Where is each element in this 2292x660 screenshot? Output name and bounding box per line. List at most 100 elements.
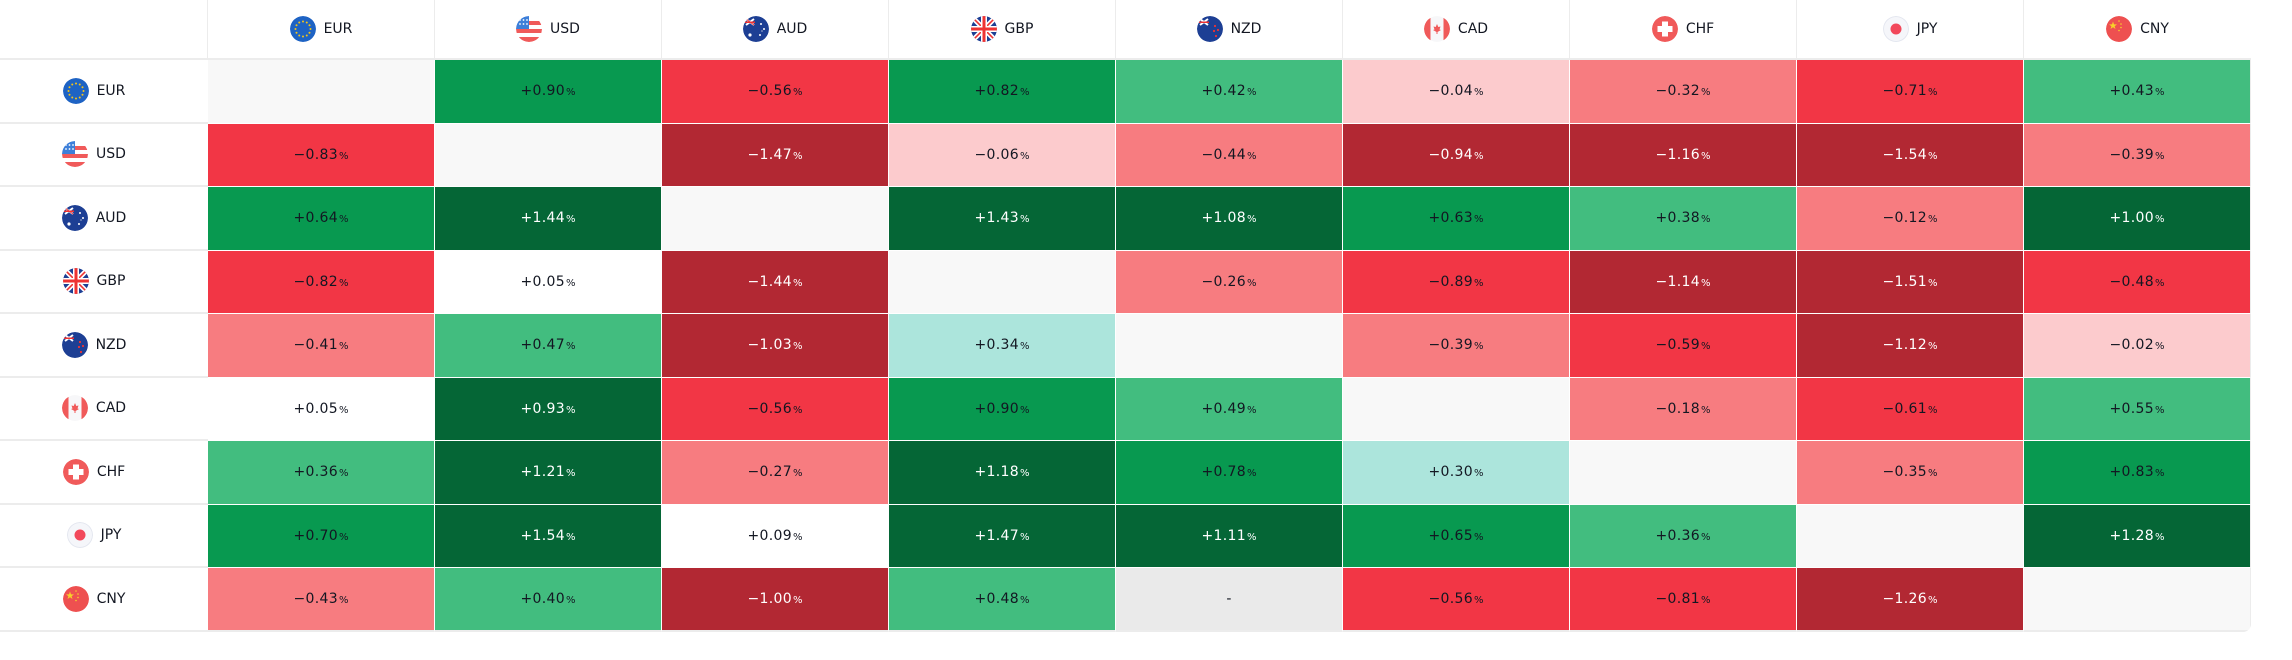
heatmap-cell-nzd-chf[interactable]: −0.59% [1570,314,1797,378]
heatmap-cell-usd-gbp[interactable]: −0.06% [889,123,1116,187]
heatmap-cell-cad-usd[interactable]: +0.93% [435,377,662,441]
row-header-content: USD [0,141,208,168]
heatmap-cell-cad-chf[interactable]: −0.18% [1570,377,1797,441]
percent-sign: % [1246,214,1257,226]
heatmap-cell-jpy-eur[interactable]: +0.70% [208,504,435,568]
heatmap-cell-cad-eur[interactable]: +0.05% [208,377,435,441]
heatmap-cell-usd-cny[interactable]: −0.39% [2024,123,2251,187]
heatmap-cell-jpy-usd[interactable]: +1.54% [435,504,662,568]
heatmap-cell-cad-cny[interactable]: +0.55% [2024,377,2251,441]
heatmap-cell-nzd-cny[interactable]: −0.02% [2024,314,2251,378]
heatmap-cell-gbp-chf[interactable]: −1.14% [1570,250,1797,314]
heatmap-cell-gbp-aud[interactable]: −1.44% [662,250,889,314]
cell-value: +1.11 [1201,527,1246,544]
heatmap-cell-nzd-jpy[interactable]: −1.12% [1797,314,2024,378]
row-header-content: JPY [0,522,208,549]
heatmap-cell-cad-nzd[interactable]: +0.49% [1116,377,1343,441]
heatmap-cell-gbp-cad[interactable]: −0.89% [1343,250,1570,314]
heatmap-cell-eur-cad[interactable]: −0.04% [1343,60,1570,124]
heatmap-cell-eur-nzd[interactable]: +0.42% [1116,60,1343,124]
heatmap-cell-jpy-cny[interactable]: +1.28% [2024,504,2251,568]
heatmap-cell-usd-jpy[interactable]: −1.54% [1797,123,2024,187]
percent-sign: % [1700,277,1711,289]
heatmap-cell-eur-usd[interactable]: +0.90% [435,60,662,124]
heatmap-cell-jpy-chf[interactable]: +0.36% [1570,504,1797,568]
heatmap-cell-chf-cny[interactable]: +0.83% [2024,441,2251,505]
heatmap-cell-chf-nzd[interactable]: +0.78% [1116,441,1343,505]
percent-sign: % [1019,531,1030,543]
heatmap-cell-usd-eur[interactable]: −0.83% [208,123,435,187]
heatmap-cell-cad-jpy[interactable]: −0.61% [1797,377,2024,441]
heatmap-cell-gbp-eur[interactable]: −0.82% [208,250,435,314]
cell-value: +0.70 [293,527,338,544]
heatmap-cell-jpy-aud[interactable]: +0.09% [662,504,889,568]
heatmap-cell-cny-nzd[interactable]: - [1116,568,1343,632]
heatmap-cell-cny-cad[interactable]: −0.56% [1343,568,1570,632]
percent-sign: % [1927,214,1938,226]
au-flag-icon [742,16,769,42]
heatmap-cell-chf-cad[interactable]: +0.30% [1343,441,1570,505]
cell-value: −0.39 [1428,337,1473,354]
heatmap-cell-gbp-nzd[interactable]: −0.26% [1116,250,1343,314]
percent-sign: % [565,214,576,226]
cell-value: −0.82 [293,273,338,290]
heatmap-cell-cny-eur[interactable]: −0.43% [208,568,435,632]
heatmap-cell-eur-cny[interactable]: +0.43% [2024,60,2251,124]
heatmap-cell-aud-eur[interactable]: +0.64% [208,187,435,251]
row-header-nzd: NZD [0,314,208,378]
heatmap-cell-aud-chf[interactable]: +0.38% [1570,187,1797,251]
heatmap-cell-jpy-cad[interactable]: +0.65% [1343,504,1570,568]
heatmap-cell-cad-aud[interactable]: −0.56% [662,377,889,441]
heatmap-cell-cad-gbp[interactable]: +0.90% [889,377,1116,441]
heatmap-cell-cny-jpy[interactable]: −1.26% [1797,568,2024,632]
heatmap-cell-aud-nzd[interactable]: +1.08% [1116,187,1343,251]
heatmap-cell-nzd-usd[interactable]: +0.47% [435,314,662,378]
heatmap-cell-chf-gbp[interactable]: +1.18% [889,441,1116,505]
row-header-jpy: JPY [0,504,208,568]
cell-value: −1.12 [1882,337,1927,354]
heatmap-cell-cny-usd[interactable]: +0.40% [435,568,662,632]
heatmap-cell-cny-gbp[interactable]: +0.48% [889,568,1116,632]
column-header-eur: EUR [208,0,435,60]
cell-value: +0.64 [293,210,338,227]
heatmap-cell-aud-cad[interactable]: +0.63% [1343,187,1570,251]
heatmap-cell-aud-jpy[interactable]: −0.12% [1797,187,2024,251]
heatmap-cell-nzd-eur[interactable]: −0.41% [208,314,435,378]
heatmap-cell-nzd-aud[interactable]: −1.03% [662,314,889,378]
percent-sign: % [1473,341,1484,353]
heatmap-cell-eur-gbp[interactable]: +0.82% [889,60,1116,124]
percent-sign: % [1473,87,1484,99]
heatmap-cell-eur-aud[interactable]: −0.56% [662,60,889,124]
heatmap-cell-usd-aud[interactable]: −1.47% [662,123,889,187]
heatmap-cell-chf-usd[interactable]: +1.21% [435,441,662,505]
heatmap-cell-gbp-usd[interactable]: +0.05% [435,250,662,314]
heatmap-cell-usd-cad[interactable]: −0.94% [1343,123,1570,187]
row-header-label: AUD [95,209,127,226]
heatmap-cell-cny-chf[interactable]: −0.81% [1570,568,1797,632]
heatmap-cell-usd-nzd[interactable]: −0.44% [1116,123,1343,187]
heatmap-cell-jpy-nzd[interactable]: +1.11% [1116,504,1343,568]
heatmap-cell-aud-gbp[interactable]: +1.43% [889,187,1116,251]
heatmap-cell-eur-chf[interactable]: −0.32% [1570,60,1797,124]
heatmap-cell-usd-chf[interactable]: −1.16% [1570,123,1797,187]
heatmap-cell-nzd-gbp[interactable]: +0.34% [889,314,1116,378]
heatmap-cell-cny-aud[interactable]: −1.00% [662,568,889,632]
column-header-content: NZD [1116,16,1342,42]
heatmap-cell-gbp-cny[interactable]: −0.48% [2024,250,2251,314]
percent-sign: % [338,594,349,606]
heatmap-cell-chf-aud[interactable]: −0.27% [662,441,889,505]
heatmap-cell-gbp-jpy[interactable]: −1.51% [1797,250,2024,314]
percent-sign: % [338,150,349,162]
percent-sign: % [792,468,803,480]
heatmap-cell-chf-jpy[interactable]: −0.35% [1797,441,2024,505]
heatmap-cell-jpy-gbp[interactable]: +1.47% [889,504,1116,568]
corner-cell [0,0,208,60]
heatmap-cell-aud-usd[interactable]: +1.44% [435,187,662,251]
heatmap-cell-nzd-cad[interactable]: −0.39% [1343,314,1570,378]
heatmap-cell-chf-eur[interactable]: +0.36% [208,441,435,505]
column-header-cny: CNY [2024,0,2251,60]
column-header-content: USD [435,16,661,42]
cell-value: +0.78 [1201,464,1246,481]
heatmap-cell-eur-jpy[interactable]: −0.71% [1797,60,2024,124]
heatmap-cell-aud-cny[interactable]: +1.00% [2024,187,2251,251]
